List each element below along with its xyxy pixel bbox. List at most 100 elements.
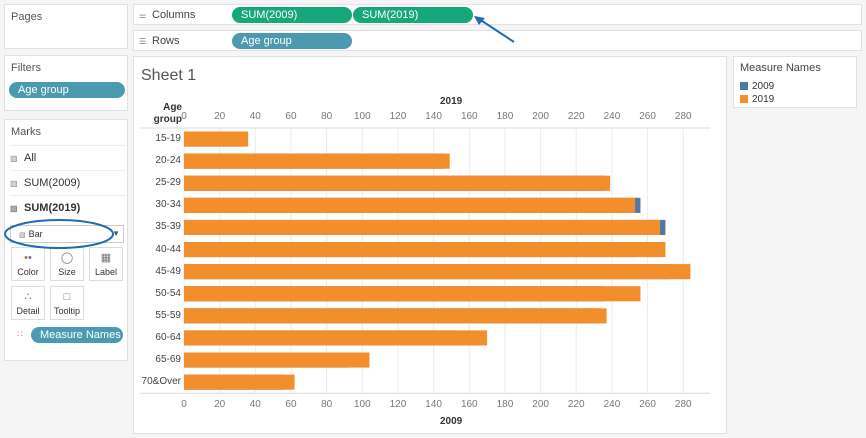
top-tick-label: 120 [389, 111, 407, 122]
color-field-icon: ∷ [17, 329, 23, 339]
bar-2019-25-29[interactable] [184, 175, 611, 191]
label-text-icon: ▦ [100, 252, 112, 264]
tooltip-speech-icon: □ [63, 291, 71, 303]
top-tick-label: 100 [353, 111, 371, 122]
bottom-tick-label: 220 [567, 399, 585, 411]
top-tick-label: 40 [249, 111, 261, 122]
tooltip-button[interactable]: □ Tooltip [50, 286, 84, 320]
columns-pill-sum-2019[interactable]: SUM(2019) [353, 7, 473, 23]
bar-2019-70&Over[interactable] [184, 374, 295, 390]
bar-2019-35-39[interactable] [184, 219, 661, 235]
legend-card: Measure Names 2009 2019 [733, 56, 857, 108]
bottom-tick-label: 0 [181, 399, 187, 411]
size-icon: ◯ [60, 252, 74, 264]
bar-2019-15-19[interactable] [184, 131, 249, 147]
rows-pill-age-group[interactable]: Age group [232, 33, 352, 49]
bar-2019-50-54[interactable] [184, 286, 641, 302]
columns-pill-sum-2009[interactable]: SUM(2009) [232, 7, 352, 23]
bottom-axis-title: 2009 [440, 416, 463, 427]
bottom-tick-label: 260 [639, 399, 656, 411]
category-label-15-19: 15-19 [155, 133, 181, 144]
color-button-label: Color [17, 267, 39, 277]
top-tick-label: 220 [567, 111, 585, 122]
bottom-tick-label: 140 [425, 399, 442, 411]
bottom-tick-label: 160 [460, 399, 478, 411]
marks-card: Marks ▧ All ▧ SUM(2009) ▧ SUM(2019) ▧ Bar ▼ … [4, 119, 128, 361]
legend-swatch-2019 [740, 95, 748, 103]
legend-item-2019[interactable]: 2019 [740, 94, 774, 105]
marks-row-sum-2009[interactable]: ▧ SUM(2009) [10, 170, 126, 194]
label-button[interactable]: ▦ Label [89, 247, 123, 281]
bar-2019-40-44[interactable] [184, 242, 666, 258]
legend-title: Measure Names [740, 62, 821, 74]
bar-chart-icon: ▧ [10, 204, 18, 213]
bar-chart-icon: ▧ [10, 154, 18, 163]
bottom-tick-label: 240 [603, 399, 621, 411]
category-label-30-34: 30-34 [155, 199, 181, 211]
detail-button-label: Detail [16, 306, 40, 316]
marks-row-sum-2019[interactable]: ▧ SUM(2019) [10, 195, 126, 219]
bar-chart-icon: ▧ [10, 179, 18, 188]
top-tick-label: 240 [603, 111, 621, 122]
bottom-tick-label: 20 [214, 399, 226, 411]
top-tick-label: 20 [214, 111, 226, 122]
callout-ellipse [4, 219, 114, 249]
bar-2019-60-64[interactable] [184, 330, 488, 346]
category-label-25-29: 25-29 [155, 177, 181, 189]
bar-2019-30-34[interactable] [184, 197, 636, 213]
category-label-40-44: 40-44 [155, 243, 181, 255]
category-label-45-49: 45-49 [155, 265, 181, 277]
bar-2019-55-59[interactable] [184, 308, 607, 324]
detail-button[interactable]: ∴ Detail [11, 286, 45, 320]
category-label-65-69: 65-69 [155, 354, 181, 365]
top-axis-title: 2019 [440, 96, 463, 107]
top-tick-label: 140 [425, 111, 442, 122]
legend-item-2009[interactable]: 2009 [740, 81, 774, 92]
mark-type-dropdown[interactable]: ▧ Bar ▼ [10, 225, 124, 243]
legend-swatch-2009 [740, 82, 748, 90]
marks-row-label: All [24, 152, 37, 164]
bottom-tick-label: 120 [389, 399, 407, 411]
top-tick-label: 260 [639, 111, 656, 122]
bottom-tick-label: 60 [285, 399, 297, 411]
chevron-down-icon: ▼ [112, 229, 120, 238]
category-label-55-59: 55-59 [155, 309, 181, 321]
top-tick-label: 60 [285, 111, 297, 122]
bar-2019-65-69[interactable] [184, 352, 370, 368]
columns-shelf-label: ⚌ Columns [139, 7, 195, 24]
legend-label-2019: 2019 [752, 94, 775, 105]
top-tick-label: 200 [532, 111, 549, 122]
legend-label-2009: 2009 [752, 81, 775, 92]
marks-row-all[interactable]: ▧ All [10, 145, 126, 169]
bottom-tick-label: 280 [674, 399, 692, 411]
bar-plot [140, 127, 710, 394]
filters-card: Filters Age group [4, 55, 128, 111]
top-tick-label: 0 [181, 111, 187, 122]
bottom-tick-label: 100 [353, 399, 371, 411]
top-tick-label: 160 [460, 111, 478, 122]
category-label-60-64: 60-64 [155, 331, 181, 343]
top-tick-label: 280 [674, 111, 692, 122]
filter-pill-age-group[interactable]: Age group [9, 82, 125, 98]
color-button[interactable]: •• Color [11, 247, 45, 281]
size-button[interactable]: ◯ Size [50, 247, 84, 281]
detail-dots-icon: ∴ [24, 291, 32, 303]
tooltip-button-label: Tooltip [53, 306, 80, 316]
category-label-20-24: 20-24 [155, 155, 181, 167]
pages-card: Pages [4, 4, 128, 49]
top-tick-label: 180 [496, 111, 514, 122]
top-tick-label: 80 [321, 111, 333, 122]
row-header-line1: Age [163, 102, 182, 113]
category-label-50-54: 50-54 [155, 287, 181, 299]
size-button-label: Size [58, 267, 76, 277]
bottom-tick-label: 80 [321, 399, 333, 411]
bar-2019-45-49[interactable] [184, 264, 691, 280]
mark-type-label: Bar [28, 229, 43, 239]
measure-names-pill[interactable]: Measure Names [31, 327, 123, 343]
columns-shelf: ⚌ Columns SUM(2009) SUM(2019) [133, 4, 862, 25]
columns-icon: ⚌ [139, 11, 147, 20]
bar-2019-20-24[interactable] [184, 153, 450, 169]
rows-shelf-label: ☰ Rows [139, 33, 180, 50]
annotation-arrow [474, 16, 515, 43]
marks-title: Marks [11, 126, 41, 138]
